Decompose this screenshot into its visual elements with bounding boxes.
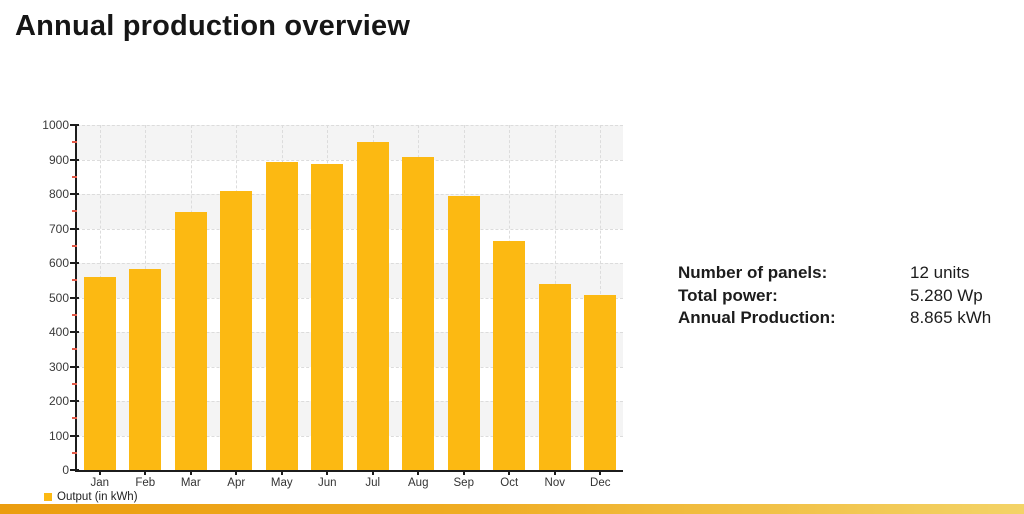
y-axis-minor-tick: [72, 451, 77, 454]
bar-jul: [356, 141, 389, 470]
legend-color-swatch-icon: [44, 493, 52, 501]
y-axis-minor-tick: [72, 382, 77, 385]
gridline-horizontal: [77, 366, 623, 368]
y-axis-label: 100: [48, 428, 69, 443]
x-axis-label-feb: Feb: [135, 477, 156, 489]
y-axis-tick: [70, 400, 79, 402]
production-bar-chart: 0 100 200 300 400 500 600 700 800 900 1000 Jan Feb Ma…: [42, 118, 623, 489]
y-axis-label: 900: [48, 152, 69, 167]
y-axis-label: 400: [48, 325, 69, 339]
x-axis-label-may: May: [270, 477, 293, 489]
y-axis-minor-tick: [72, 141, 77, 144]
y-axis-tick: [70, 296, 79, 299]
footer-accent-stripe: [0, 504, 1024, 514]
bar-nov: [538, 283, 571, 470]
y-axis-label: 300: [48, 359, 69, 374]
y-axis-tick: [70, 331, 79, 333]
x-axis-label-aug: Aug: [408, 477, 429, 489]
plot-band: [77, 228, 623, 263]
gridline-horizontal: [77, 125, 623, 126]
gridline-horizontal: [77, 228, 623, 230]
gridline-horizontal: [77, 332, 623, 333]
x-axis-tick: [189, 470, 192, 475]
y-axis-label: 800: [48, 187, 69, 201]
y-axis-label: 600: [48, 256, 69, 270]
x-axis-tick: [371, 470, 374, 475]
y-axis-minor-tick: [72, 417, 77, 420]
y-axis-tick: [70, 469, 79, 471]
x-axis-label-jun: Jun: [317, 477, 337, 489]
x-axis-label-sep: Sep: [453, 477, 474, 489]
plot-band: [77, 194, 623, 229]
info-panel: Number of panels: 12 units Total power: …: [678, 262, 991, 330]
x-axis-label-nov: Nov: [544, 477, 565, 489]
bar-apr: [220, 190, 253, 470]
info-label-panels: Number of panels:: [678, 263, 828, 282]
bar-jun: [311, 163, 344, 470]
y-axis-label: 200: [48, 394, 69, 408]
x-axis-tick: [144, 470, 147, 475]
y-axis-minor-tick: [72, 175, 77, 178]
legend-label: Output (in kWh): [57, 491, 138, 503]
bar-sep: [447, 195, 480, 470]
info-label-production: Annual Production:: [678, 308, 836, 327]
y-axis-minor-tick: [72, 244, 77, 247]
info-value-power: 5.280 Wp: [910, 285, 983, 305]
x-axis-tick: [462, 470, 465, 475]
info-value-panels: 12 units: [910, 263, 970, 282]
y-axis-minor-tick: [72, 348, 77, 351]
x-axis-tick: [417, 470, 420, 475]
y-axis-label: 500: [48, 290, 69, 305]
x-axis-label-dec: Dec: [590, 477, 611, 489]
info-value-production: 8.865 kWh: [910, 308, 992, 327]
legend: Output (in kWh): [44, 491, 138, 503]
y-axis-label: 0: [62, 463, 69, 477]
bar-mar: [174, 211, 207, 470]
x-axis-tick: [280, 470, 283, 475]
y-axis-label: 1000: [42, 118, 69, 132]
gridline-horizontal: [77, 263, 623, 264]
y-axis-minor-tick: [72, 210, 77, 213]
info-label-power: Total power:: [678, 285, 778, 305]
y-axis-tick: [70, 365, 79, 368]
bar-feb: [129, 268, 162, 470]
gridline-horizontal: [77, 159, 623, 161]
bar-dec: [584, 294, 617, 470]
y-axis-minor-tick: [72, 279, 77, 282]
page-title: Annual production overview: [15, 10, 411, 42]
gridline-horizontal: [77, 435, 623, 437]
gridline-horizontal: [77, 194, 623, 195]
x-axis-tick: [599, 470, 602, 475]
x-axis-label-oct: Oct: [500, 477, 519, 489]
x-axis-tick: [326, 470, 329, 475]
bar-may: [265, 161, 298, 470]
x-axis-label-mar: Mar: [180, 477, 201, 489]
y-axis-tick: [70, 262, 79, 264]
bar-jan: [83, 277, 116, 470]
x-axis-tick: [235, 470, 238, 475]
x-axis-tick: [508, 470, 511, 475]
plot-band: [77, 125, 623, 160]
y-axis-tick: [70, 227, 79, 230]
x-axis-label-jan: Jan: [90, 477, 110, 489]
plot-band: [77, 159, 623, 194]
y-axis-tick: [70, 193, 79, 195]
y-axis-tick: [70, 124, 79, 126]
y-axis-tick: [70, 434, 79, 437]
x-axis-tick: [98, 470, 101, 475]
x-axis-label-apr: Apr: [227, 477, 246, 489]
bar-oct: [493, 240, 526, 470]
x-axis-label-jul: Jul: [365, 477, 381, 489]
y-axis-minor-tick: [72, 313, 77, 316]
y-axis-tick: [70, 158, 79, 161]
y-axis-label: 700: [48, 221, 69, 236]
gridline-horizontal: [77, 401, 623, 402]
x-axis-tick: [553, 470, 556, 475]
gridline-horizontal: [77, 297, 623, 299]
bar-aug: [402, 157, 435, 470]
